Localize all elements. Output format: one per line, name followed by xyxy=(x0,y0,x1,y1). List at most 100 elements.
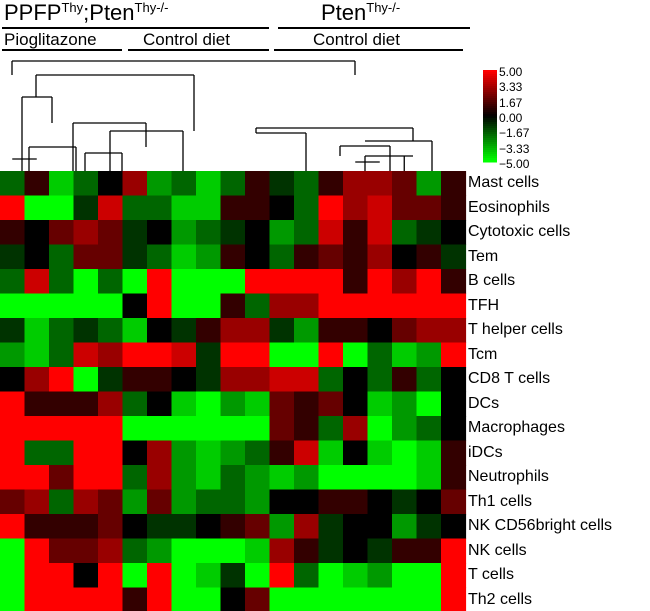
heatmap-cell xyxy=(24,391,50,417)
heatmap-cell xyxy=(245,416,271,442)
heatmap-cell xyxy=(318,416,344,442)
heatmap-cell xyxy=(245,587,271,611)
heatmap-cell xyxy=(147,563,173,589)
row-label: Cytotoxic cells xyxy=(468,223,571,240)
heatmap-cell xyxy=(367,514,393,540)
heatmap-cell xyxy=(245,171,271,197)
heatmap-cell xyxy=(196,318,222,344)
heatmap-cell xyxy=(367,171,393,197)
heatmap-cell xyxy=(441,171,467,197)
heatmap-cell xyxy=(171,465,197,491)
heatmap-cell xyxy=(73,342,99,368)
heatmap-cell xyxy=(367,489,393,515)
heatmap-cell xyxy=(171,342,197,368)
legend-swatch xyxy=(483,146,497,149)
heatmap-cell xyxy=(196,244,222,270)
legend-swatch xyxy=(483,138,497,141)
heatmap-cell xyxy=(269,587,295,611)
legend-swatch xyxy=(483,112,497,115)
heatmap-cell xyxy=(294,195,320,221)
heatmap-cell xyxy=(318,563,344,589)
heatmap-cell xyxy=(73,514,99,540)
heatmap-cell xyxy=(343,342,369,368)
heatmap-cell xyxy=(98,587,124,611)
heatmap-cell xyxy=(294,489,320,515)
group-brackets xyxy=(2,27,470,51)
subgroup-label-control-diet-2: Control diet xyxy=(313,30,400,49)
heatmap-cell xyxy=(269,391,295,417)
heatmap-cell xyxy=(24,367,50,393)
heatmap-cell xyxy=(416,563,442,589)
heatmap-cell xyxy=(294,587,320,611)
heatmap-cell xyxy=(441,587,467,611)
heatmap-cell xyxy=(49,489,75,515)
group1-main: Pten xyxy=(89,0,135,25)
legend-swatch xyxy=(483,110,497,113)
heatmap-cell xyxy=(220,269,246,295)
heatmap-cell xyxy=(294,416,320,442)
heatmap-cell xyxy=(245,342,271,368)
heatmap-cell xyxy=(220,220,246,246)
heatmap-cell xyxy=(245,195,271,221)
heatmap-cell xyxy=(98,465,124,491)
heatmap-cell xyxy=(269,293,295,319)
heatmap-cell xyxy=(0,465,26,491)
heatmap-cell xyxy=(294,269,320,295)
heatmap-cell xyxy=(441,342,467,368)
legend-swatch xyxy=(483,114,497,117)
legend-swatch xyxy=(483,74,497,77)
heatmap-cell xyxy=(245,489,271,515)
heatmap-cell xyxy=(171,489,197,515)
group1-prefix-sup: Thy xyxy=(61,0,84,15)
heatmap-cell xyxy=(122,489,148,515)
heatmap-cell xyxy=(441,514,467,540)
heatmap-cell xyxy=(220,416,246,442)
heatmap-cell xyxy=(24,195,50,221)
legend-swatch xyxy=(483,130,497,133)
row-label: Th2 cells xyxy=(468,590,533,608)
heatmap-cell xyxy=(24,465,50,491)
heatmap-cell xyxy=(294,318,320,344)
heatmap-cell xyxy=(98,269,124,295)
heatmap-cell xyxy=(343,489,369,515)
row-label: Mast cells xyxy=(468,174,540,191)
group1-prefix: PPFP xyxy=(4,0,62,25)
heatmap-cell xyxy=(343,171,369,197)
legend-swatch xyxy=(483,104,497,107)
heatmap-cell xyxy=(294,538,320,564)
heatmap-cell xyxy=(343,318,369,344)
heatmap-cell xyxy=(367,195,393,221)
heatmap-cell xyxy=(147,440,173,466)
heatmap-cell xyxy=(122,244,148,270)
heatmap-cell xyxy=(122,342,148,368)
row-label: Macrophages xyxy=(468,419,565,436)
heatmap-cell xyxy=(318,171,344,197)
heatmap-cell xyxy=(294,563,320,589)
heatmap-cell xyxy=(392,416,418,442)
legend-swatch xyxy=(483,154,497,157)
heatmap-cell xyxy=(392,367,418,393)
heatmap-cells xyxy=(0,171,467,611)
heatmap-cell xyxy=(122,195,148,221)
row-label: NK CD56bright cells xyxy=(468,517,613,534)
heatmap-cell xyxy=(343,538,369,564)
heatmap-cell xyxy=(392,391,418,417)
heatmap-cell xyxy=(0,220,26,246)
legend-swatch xyxy=(483,98,497,101)
heatmap-cell xyxy=(441,416,467,442)
heatmap-cell xyxy=(294,220,320,246)
heatmap-cell xyxy=(24,416,50,442)
heatmap-cell xyxy=(196,293,222,319)
heatmap-cell xyxy=(367,367,393,393)
heatmap-cell xyxy=(220,318,246,344)
legend-tick-label: 0.00 xyxy=(499,111,523,125)
heatmap-cell xyxy=(73,465,99,491)
heatmap-cell xyxy=(24,563,50,589)
heatmap-cell xyxy=(24,220,50,246)
heatmap-cell xyxy=(24,293,50,319)
heatmap-cell xyxy=(49,269,75,295)
heatmap-cell xyxy=(171,195,197,221)
heatmap-cell xyxy=(220,514,246,540)
heatmap-cell xyxy=(171,171,197,197)
